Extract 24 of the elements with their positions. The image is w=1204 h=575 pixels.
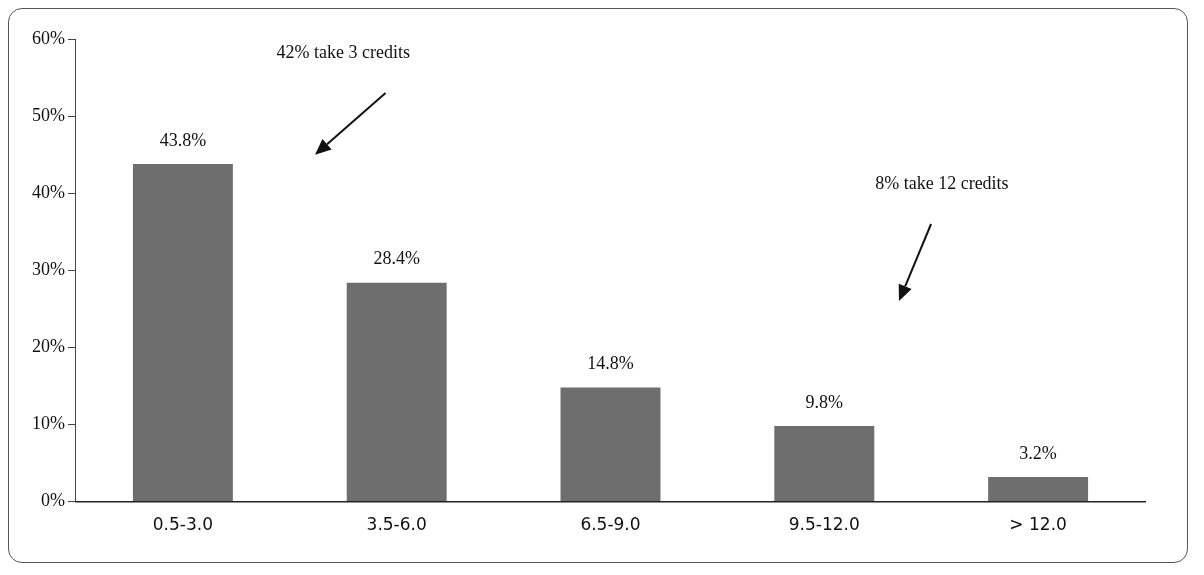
data-label: 43.8%: [159, 129, 207, 150]
data-label: 9.8%: [805, 391, 844, 412]
annotation: 42% take 3 credits: [276, 41, 410, 62]
x-tick-label: 0.5-3.0: [152, 514, 213, 535]
bar: [346, 282, 447, 502]
bar: [774, 426, 875, 502]
y-tick-label: 0%: [40, 490, 65, 511]
data-label: 28.4%: [373, 248, 420, 269]
data-label: 14.8%: [587, 353, 634, 374]
y-tick-label: 10%: [31, 413, 65, 434]
data-label: 3.2%: [1019, 442, 1057, 463]
x-tick-label: 3.5-6.0: [366, 514, 427, 535]
x-tick-label: 6.5-9.0: [580, 514, 641, 535]
x-tick-label: 9.5-12.0: [788, 514, 860, 535]
y-tick-label: 50%: [31, 104, 65, 125]
y-tick-label: 20%: [31, 336, 65, 357]
x-tick-label: > 12.0: [1009, 514, 1067, 535]
y-tick-label: 40%: [31, 181, 65, 202]
bar: [988, 476, 1089, 502]
bar: [560, 387, 661, 502]
bar: [132, 163, 233, 502]
y-tick-label: 60%: [31, 27, 65, 48]
annotation: 8% take 12 credits: [875, 172, 1009, 193]
y-tick-label: 30%: [31, 259, 65, 280]
